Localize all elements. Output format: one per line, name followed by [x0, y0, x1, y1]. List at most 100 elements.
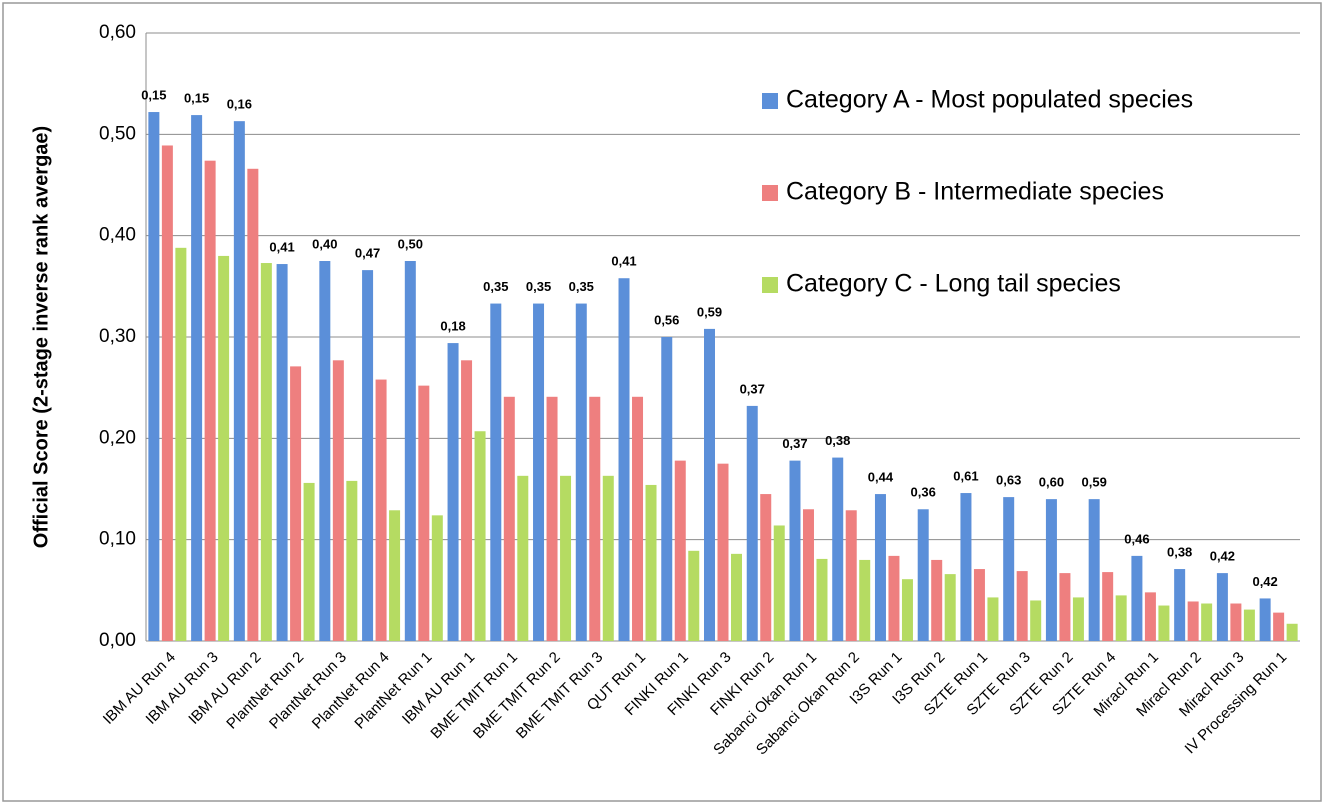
y-tick-label: 0,40 — [99, 225, 136, 246]
group-label: 0,59 — [1082, 475, 1107, 490]
bar — [717, 463, 729, 641]
bar — [931, 559, 943, 641]
bar — [1216, 573, 1228, 641]
bar — [944, 574, 956, 641]
legend-swatch — [762, 185, 778, 201]
bar — [474, 431, 486, 641]
group-label: 0,38 — [1167, 544, 1192, 559]
bar — [731, 553, 742, 641]
bar — [645, 484, 657, 641]
bar — [632, 396, 644, 641]
group-label: 0,56 — [654, 312, 679, 327]
bar — [773, 525, 785, 641]
bar — [760, 494, 772, 641]
bar — [1131, 555, 1143, 641]
y-tick-label: 0,30 — [99, 326, 136, 347]
bar — [888, 555, 900, 641]
legend-label: Category B - Intermediate species — [786, 178, 1164, 206]
bar — [674, 460, 686, 641]
bar — [346, 480, 358, 641]
legend-label: Category C - Long tail species — [786, 270, 1121, 298]
bar — [161, 145, 173, 642]
group-label: 0,18 — [440, 319, 465, 334]
bar — [218, 255, 230, 641]
bar — [575, 303, 587, 641]
bar — [1158, 605, 1170, 641]
bar — [688, 550, 700, 641]
group-label: 0,42 — [1252, 574, 1277, 589]
bar — [1072, 597, 1084, 641]
bar — [1230, 603, 1242, 641]
bar — [704, 328, 715, 641]
bar — [247, 168, 259, 641]
bar — [431, 515, 443, 641]
bar — [1016, 571, 1028, 641]
group-label: 0,38 — [825, 433, 850, 448]
group-label: 0,41 — [269, 239, 294, 254]
group-label: 0,35 — [526, 279, 551, 294]
bar — [589, 396, 601, 641]
bar — [1201, 603, 1213, 641]
y-axis-title: Official Score (2-stage inverse rank ave… — [30, 126, 52, 548]
bar — [546, 396, 558, 641]
bar — [832, 457, 844, 641]
bar — [1102, 572, 1114, 641]
bar — [973, 569, 985, 641]
bar — [1187, 601, 1199, 641]
y-tick-label: 0,20 — [99, 427, 136, 448]
bar — [389, 510, 401, 641]
bar — [1030, 600, 1042, 641]
bar — [1174, 569, 1186, 641]
legend-swatch — [762, 277, 778, 293]
group-label: 0,46 — [1124, 531, 1149, 546]
bar — [874, 494, 886, 641]
bar — [816, 558, 828, 641]
group-label: 0,42 — [1210, 549, 1235, 564]
group-label: 0,37 — [740, 381, 765, 396]
bar — [845, 510, 857, 641]
bar — [1273, 612, 1285, 641]
bar — [332, 360, 344, 641]
bar — [148, 112, 160, 642]
bar — [375, 379, 387, 641]
group-label: 0,16 — [227, 97, 252, 112]
group-label: 0,50 — [398, 236, 423, 251]
group-label: 0,37 — [782, 436, 807, 451]
group-label: 0,35 — [569, 279, 594, 294]
bar — [233, 121, 245, 641]
bar — [290, 366, 302, 641]
legend-label: Category A - Most populated species — [786, 86, 1193, 114]
bar — [1045, 499, 1057, 641]
bar — [461, 360, 473, 641]
bar — [191, 115, 203, 641]
bar — [517, 475, 529, 641]
bar — [276, 264, 288, 641]
bar — [204, 160, 216, 641]
bar — [1115, 595, 1127, 641]
group-label: 0,44 — [868, 470, 894, 485]
bar — [533, 303, 545, 641]
bar — [447, 343, 459, 641]
bar — [1144, 592, 1156, 641]
bar — [1259, 598, 1271, 641]
bar — [1243, 609, 1255, 641]
bar — [661, 337, 673, 641]
bar — [362, 270, 374, 641]
bar — [560, 475, 572, 641]
bar — [901, 579, 913, 641]
y-tick-label: 0,50 — [99, 123, 136, 144]
bar — [746, 405, 758, 641]
group-label: 0,41 — [611, 254, 636, 269]
bar — [1059, 573, 1071, 641]
y-tick-label: 0,10 — [99, 529, 136, 550]
group-label: 0,15 — [141, 87, 166, 102]
group-label: 0,59 — [697, 304, 722, 319]
group-label: 0,15 — [184, 91, 209, 106]
group-label: 0,40 — [312, 236, 337, 251]
legend-swatch — [762, 93, 778, 109]
bar — [175, 247, 187, 641]
bar — [404, 261, 416, 641]
group-label: 0,61 — [953, 468, 978, 483]
bar — [602, 475, 614, 641]
